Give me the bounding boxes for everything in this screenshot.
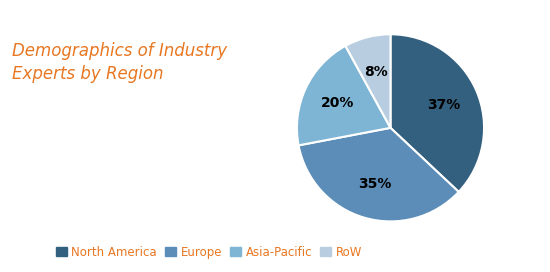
Text: 37%: 37% [427,98,460,112]
Text: 35%: 35% [358,177,391,191]
Wedge shape [297,46,390,145]
Legend: North America, Europe, Asia-Pacific, RoW: North America, Europe, Asia-Pacific, RoW [51,241,367,263]
Text: 20%: 20% [321,96,355,110]
Wedge shape [390,34,484,192]
Text: Demographics of Industry
Experts by Region: Demographics of Industry Experts by Regi… [12,42,228,83]
Wedge shape [299,128,459,221]
Text: 8%: 8% [364,65,388,79]
Wedge shape [345,34,390,128]
